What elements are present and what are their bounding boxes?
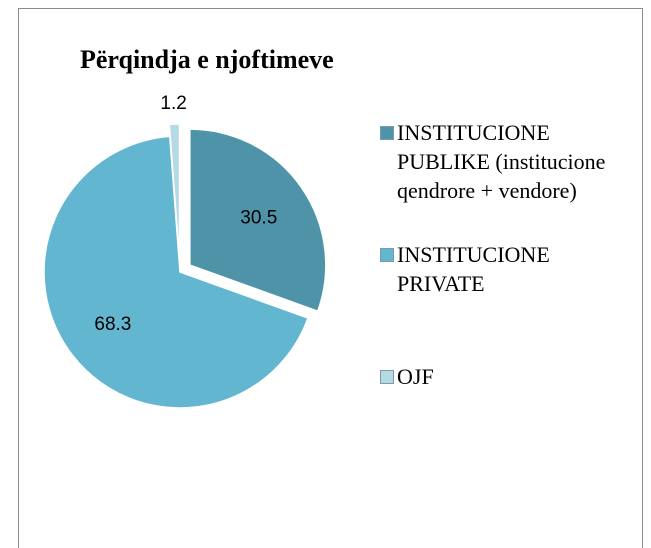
legend-entry: INSTITUCIONE PUBLIKE (institucione qendr… [380,118,620,205]
legend-label: INSTITUCIONE PUBLIKE (institucione qendr… [397,120,606,203]
data-label: 1.2 [160,93,186,114]
legend-label: INSTITUCIONE PRIVATE [397,242,550,296]
pie-slice [168,123,181,261]
pie-slice [43,135,309,409]
legend-swatch [380,248,394,262]
chart-frame [18,8,643,548]
data-label: 68.3 [94,314,131,335]
data-label: 30.5 [240,208,277,229]
chart-title: Përqindja e njoftimeve [80,45,334,74]
legend-entry: OJF [380,362,620,391]
legend-swatch [380,126,394,140]
legend-label: OJF [397,364,434,389]
legend-swatch [380,370,394,384]
legend-entry: INSTITUCIONE PRIVATE [380,240,620,298]
pie-slice [189,128,327,313]
